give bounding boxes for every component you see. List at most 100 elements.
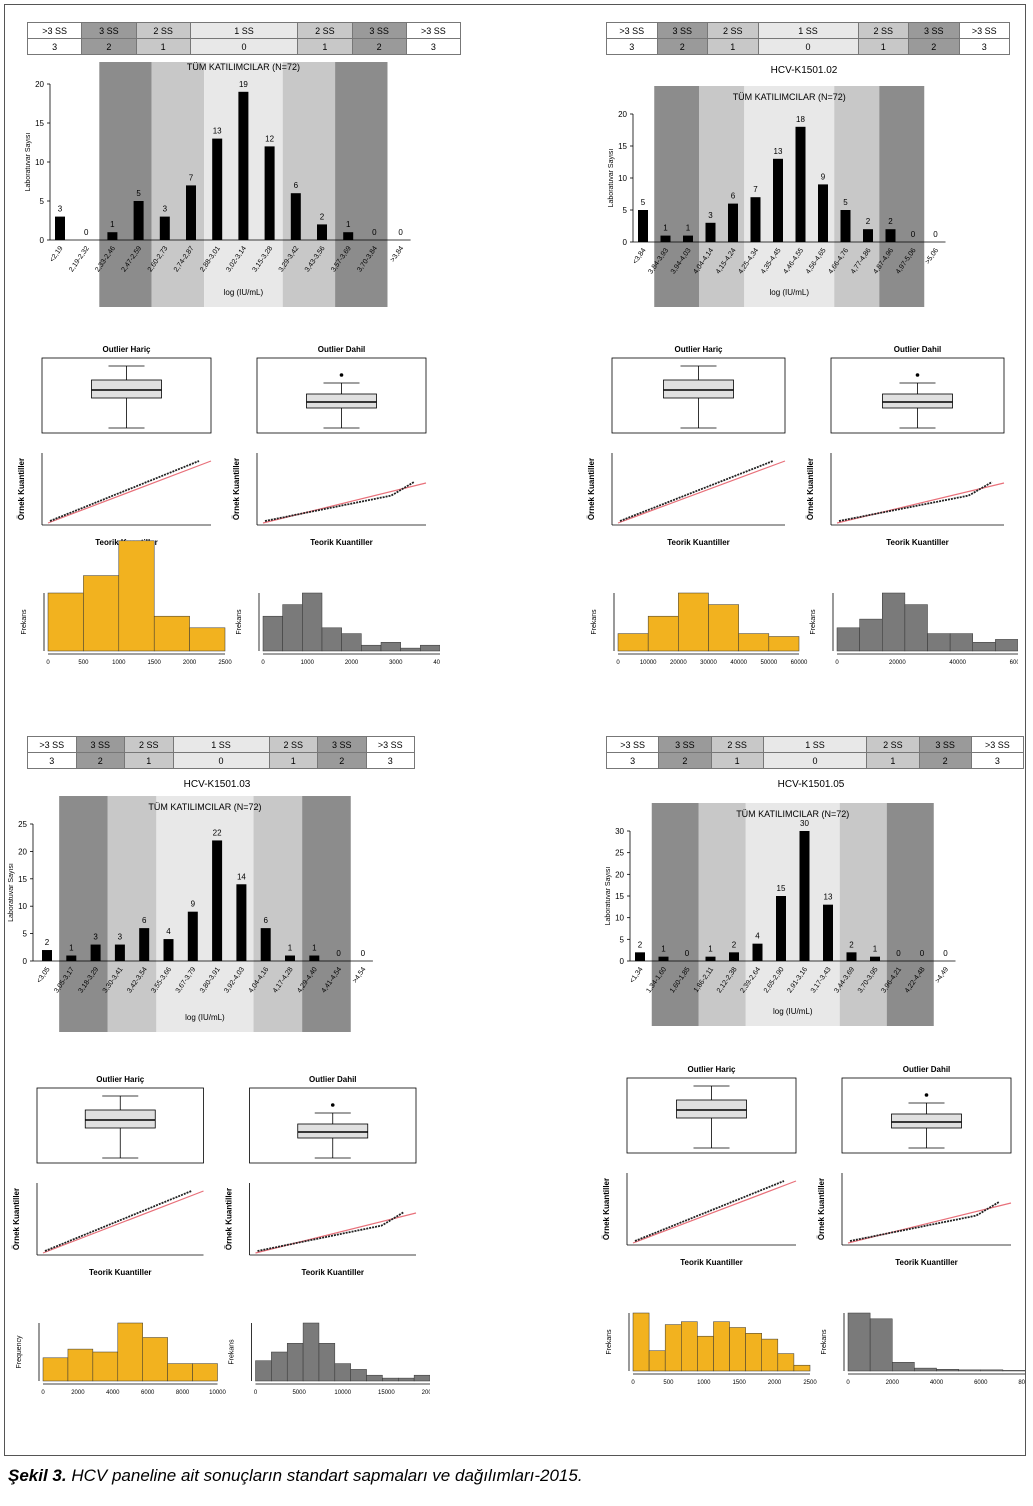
hist-x-tick-label: 1500 — [148, 660, 162, 666]
y-tick-label: 15 — [618, 142, 627, 151]
bar-value-label: 1 — [69, 944, 74, 953]
hist-x-tick-label: 0 — [254, 1390, 258, 1396]
hist-y-label: Frekans — [821, 1329, 828, 1355]
hist-x-tick-label: 2000 — [768, 1380, 782, 1386]
y-tick-label: 20 — [615, 870, 624, 879]
sd-band — [59, 796, 108, 1032]
histogram-bar — [366, 1374, 383, 1382]
x-axis-label: log (IU/mL) — [773, 1007, 813, 1016]
sd-label-cell: >3 SS — [26, 22, 83, 39]
hist-x-tick-label: 1500 — [733, 1380, 747, 1386]
histogram-bar — [282, 604, 303, 652]
sd-band — [886, 803, 934, 1026]
sd-header-table: >3 SS 3 SS 2 SS 1 SS 2 SS 3 SS >3 SS 3 2 1 0 1 2 3 — [606, 22, 1010, 55]
bar-value-label: 3 — [163, 205, 168, 214]
chart-subtitle: TÜM KATILIMCILAR (N=72) — [148, 802, 261, 812]
sd-value-cell: 0 — [757, 38, 859, 55]
y-axis-label: Laboratuvar Sayısı — [605, 867, 612, 926]
sd-value-cell: 2 — [351, 38, 407, 55]
histogram-bar — [847, 1312, 871, 1372]
boxplot-outlier — [339, 373, 344, 377]
qq-reference-line — [617, 460, 786, 524]
bar-value-label: 0 — [336, 949, 341, 958]
qq-points — [264, 481, 415, 522]
histogram-bar — [980, 1369, 1004, 1372]
boxplot-box — [306, 393, 377, 409]
histogram-bar — [341, 633, 362, 652]
qq-points — [257, 1211, 405, 1252]
sd-value-cell: 3 — [958, 38, 1010, 55]
histogram-bar — [678, 592, 709, 652]
hist-x-tick-label: 6000 — [141, 1390, 155, 1396]
hist-x-tick-label: 2000 — [886, 1380, 900, 1386]
sd-label-cell: >3 SS — [405, 22, 462, 39]
category-label: >5,06 — [924, 247, 940, 266]
bar — [139, 928, 150, 961]
hist-x-tick-label: 8000 — [1018, 1380, 1025, 1386]
histogram-bar — [914, 1367, 937, 1372]
hist-x-tick-label: 40000 — [730, 660, 747, 666]
y-tick-label: 20 — [35, 80, 44, 89]
boxplot-frame — [256, 357, 427, 434]
sd-value-cell: 2 — [75, 752, 125, 769]
bar-value-label: 22 — [213, 828, 222, 837]
sd-value-cell: 1 — [857, 38, 909, 55]
diagnostic-panel: Outlier Hariç Teorik Kuantiller Örnek Kuan… — [587, 345, 1018, 666]
qq-x-label: Teorik Kuantiller — [680, 1258, 743, 1267]
histogram-bar — [761, 1338, 779, 1372]
histogram-bar — [400, 647, 421, 652]
bar-value-label: 12 — [265, 134, 274, 143]
hist-x-tick-label: 500 — [663, 1380, 674, 1386]
histogram-bar — [904, 604, 928, 652]
sd-band — [654, 86, 700, 307]
sd-value-cell: 1 — [707, 38, 759, 55]
bar-value-label: 3 — [58, 205, 63, 214]
bar — [728, 203, 738, 242]
histogram-bar — [255, 1360, 272, 1382]
bar — [638, 210, 648, 242]
boxplot-title: Outlier Hariç — [687, 1065, 736, 1074]
chart-subtitle: TÜM KATILIMCILAR (N=72) — [187, 62, 300, 72]
sd-label-cell: 1 SS — [762, 736, 868, 753]
qq-points — [838, 481, 993, 522]
bar — [264, 146, 275, 240]
bar — [729, 952, 739, 961]
bar-chart: TÜM KATILIMCILAR (N=72)051015202530Labor… — [605, 803, 956, 1026]
histogram-bar — [995, 639, 1018, 652]
qq-reference-line — [42, 1190, 204, 1254]
histogram-bar — [302, 592, 323, 652]
bar-value-label: 6 — [294, 181, 299, 190]
bar-value-label: 0 — [398, 228, 403, 237]
bar-value-label: 3 — [708, 211, 713, 220]
histogram-bar — [882, 592, 906, 652]
histogram-bar — [302, 1322, 320, 1382]
qq-x-label: Teorik Kuantiller — [89, 1268, 152, 1277]
qq-reference-line — [632, 1180, 797, 1244]
sd-label-cell: 3 SS — [658, 736, 712, 753]
histogram-bar — [92, 1351, 119, 1382]
qq-reference-line — [47, 460, 212, 524]
sd-label-cell: 2 SS — [857, 22, 909, 39]
bar-chart: TÜM KATILIMCILAR (N=72)05101520Laboratuv… — [608, 86, 946, 307]
hist-x-tick-label: 2000 — [345, 660, 359, 666]
histogram-bar — [350, 1369, 367, 1382]
histogram-bar — [664, 1324, 682, 1372]
sd-label-cell: 3 SS — [908, 22, 960, 39]
sd-band — [151, 62, 205, 307]
sd-value-cell: 3 — [27, 752, 77, 769]
hist-x-tick-label: 0 — [616, 660, 620, 666]
hist-x-tick-label: 0 — [631, 1380, 635, 1386]
y-axis-label: Laboratuvar Sayısı — [8, 863, 15, 922]
histogram-bar — [869, 1318, 893, 1372]
sd-band — [698, 803, 746, 1026]
bar — [635, 952, 645, 961]
hist-y-label: Frekans — [810, 609, 817, 635]
sd-band — [302, 796, 351, 1032]
bar — [285, 955, 295, 961]
bar-value-label: 1 — [873, 945, 878, 954]
hist-x-tick-label: 60000 — [791, 660, 808, 666]
histogram-bar — [167, 1363, 193, 1382]
bar-value-label: 13 — [824, 893, 833, 902]
sd-label-cell: >3 SS — [365, 736, 415, 753]
sd-value-cell: 1 — [866, 752, 920, 769]
